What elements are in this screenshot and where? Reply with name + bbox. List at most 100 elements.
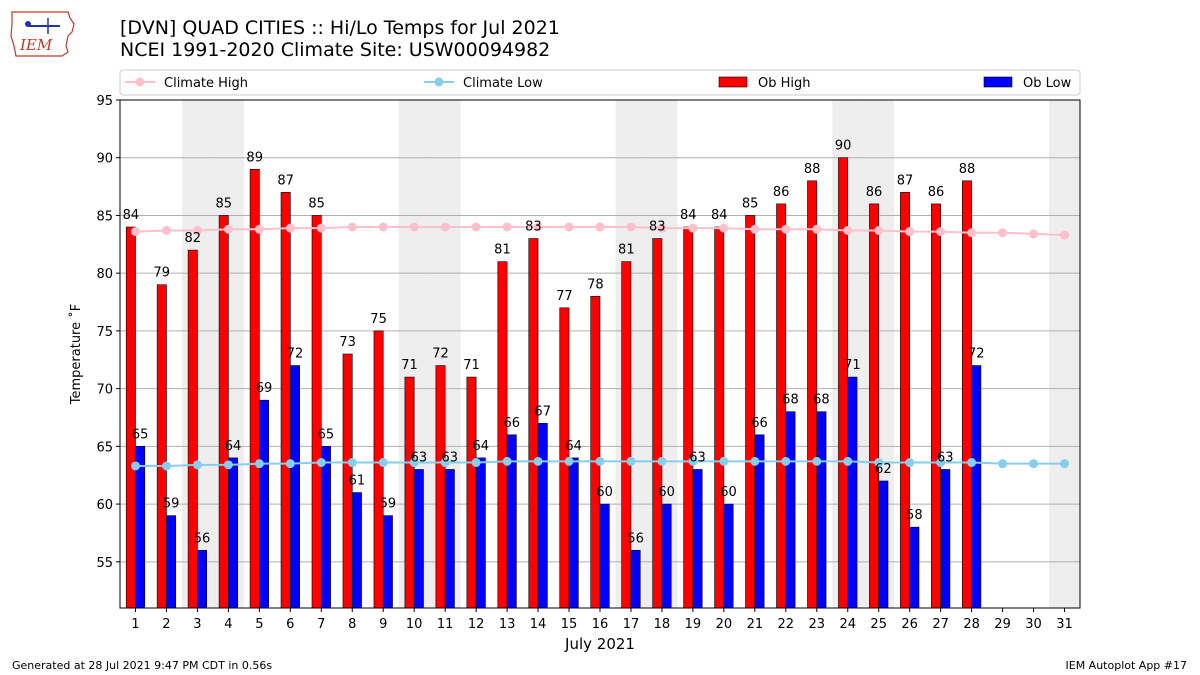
climate-high-point xyxy=(254,224,264,234)
climate-high-point xyxy=(378,222,388,232)
climate-high-point xyxy=(595,222,605,232)
ob-low-value-label: 64 xyxy=(565,439,582,454)
climate-low-point xyxy=(750,456,760,466)
ob-high-value-label: 82 xyxy=(185,231,202,246)
ob-low-bar xyxy=(847,376,858,609)
ob-high-value-label: 87 xyxy=(897,173,914,188)
ob-high-value-label: 78 xyxy=(587,277,604,292)
ob-low-value-label: 63 xyxy=(411,450,428,465)
legend-ob-high-label: Ob High xyxy=(758,76,811,91)
ob-low-value-label: 59 xyxy=(380,497,397,512)
ob-low-bar xyxy=(197,549,208,609)
climate-high-point xyxy=(564,222,574,232)
ob-high-bar xyxy=(528,238,539,609)
ob-low-bar xyxy=(259,399,269,609)
x-axis: 1 2 3 4 5 6 7 8 9 10 11 12 13 14 15 16 17 18 19 20 21 22 23 24 2… xyxy=(131,608,1073,632)
ob-low-bar xyxy=(940,469,951,609)
climate-high-point xyxy=(626,222,636,232)
ob-low-bar xyxy=(475,457,486,609)
ob-low-bar xyxy=(692,469,703,609)
climate-low-point xyxy=(595,456,605,466)
ob-high-value-label: 77 xyxy=(556,289,573,304)
climate-high-point xyxy=(347,222,357,232)
climate-high-point xyxy=(719,223,729,233)
ob-low-bar xyxy=(166,515,177,609)
ob-high-bar xyxy=(497,261,508,609)
ob-high-value-label: 88 xyxy=(804,162,821,177)
ob-low-value-label: 63 xyxy=(937,450,954,465)
ob-high-bar xyxy=(683,226,694,609)
x-axis-label: July 2021 xyxy=(564,635,635,653)
y-tick-label: 95 xyxy=(96,94,113,109)
x-tick-label: 20 xyxy=(716,617,733,632)
ob-high-bar xyxy=(466,376,477,609)
ob-high-bar xyxy=(621,261,632,609)
ob-low-value-label: 72 xyxy=(287,347,304,362)
ob-high-bar xyxy=(931,203,941,609)
climate-high-point xyxy=(409,222,419,232)
ob-low-bar xyxy=(351,492,362,609)
climate-high-point xyxy=(192,225,202,235)
climate-low-point xyxy=(471,458,481,468)
x-tick-label: 16 xyxy=(592,617,609,632)
x-tick-label: 10 xyxy=(406,617,423,632)
legend-ob-low-swatch xyxy=(983,76,1013,88)
legend-climate-low-marker xyxy=(434,77,444,87)
ob-low-value-label: 62 xyxy=(875,462,892,477)
climate-high-point xyxy=(316,223,326,233)
chart-title: [DVN] QUAD CITIES :: Hi/Lo Temps for Jul… xyxy=(120,17,560,39)
ob-low-value-label: 72 xyxy=(968,347,985,362)
ob-low-bar xyxy=(785,411,796,609)
x-tick-label: 5 xyxy=(255,617,263,632)
climate-low-point xyxy=(781,456,791,466)
climate-low-point xyxy=(967,458,977,468)
y-tick-label: 80 xyxy=(96,267,113,282)
climate-low-point xyxy=(688,456,698,466)
x-tick-label: 28 xyxy=(963,617,980,632)
ob-low-value-label: 60 xyxy=(720,485,737,500)
ob-high-bar xyxy=(900,192,910,609)
ob-low-bar xyxy=(568,457,579,609)
weekend-band xyxy=(1049,100,1080,608)
ob-high-value-label: 73 xyxy=(339,335,356,350)
ob-low-value-label: 69 xyxy=(256,381,273,396)
ob-low-value-label: 66 xyxy=(503,416,520,431)
climate-high-point xyxy=(812,224,822,234)
x-tick-label: 22 xyxy=(778,617,795,632)
climate-high-point xyxy=(781,224,791,234)
ob-high-value-label: 88 xyxy=(959,162,976,177)
climate-low-point xyxy=(502,456,512,466)
ob-low-bar xyxy=(444,469,455,609)
x-tick-label: 3 xyxy=(193,617,201,632)
climate-high-point xyxy=(533,222,543,232)
x-tick-label: 6 xyxy=(286,617,294,632)
y-tick-label: 55 xyxy=(96,556,113,571)
climate-low-point xyxy=(874,458,884,468)
climate-high-point xyxy=(874,225,884,235)
climate-low-point xyxy=(1029,459,1039,469)
climate-high-point xyxy=(750,224,760,234)
chart-subtitle: NCEI 1991-2020 Climate Site: USW00094982 xyxy=(120,39,551,61)
ob-high-bar xyxy=(125,226,136,609)
climate-high-point xyxy=(688,223,698,233)
x-tick-label: 27 xyxy=(932,617,949,632)
ob-high-bar xyxy=(311,215,322,609)
ob-low-value-label: 58 xyxy=(906,508,923,523)
climate-high-point xyxy=(440,222,450,232)
ob-high-bar xyxy=(435,365,446,609)
climate-low-point xyxy=(564,456,574,466)
x-tick-label: 15 xyxy=(561,617,578,632)
ob-high-value-label: 85 xyxy=(215,196,232,211)
x-tick-label: 1 xyxy=(131,617,139,632)
climate-high-point xyxy=(471,222,481,232)
climate-high-point xyxy=(1029,229,1039,239)
ob-high-bar xyxy=(373,330,384,609)
ob-high-bar xyxy=(652,238,663,609)
ob-high-value-label: 86 xyxy=(866,185,883,200)
y-axis-label: Temperature ˚F xyxy=(68,304,84,405)
ob-low-value-label: 61 xyxy=(349,474,366,489)
ob-high-value-label: 79 xyxy=(154,266,171,281)
ob-low-value-label: 64 xyxy=(473,439,490,454)
x-tick-label: 26 xyxy=(901,617,918,632)
climate-low-point xyxy=(378,458,388,468)
